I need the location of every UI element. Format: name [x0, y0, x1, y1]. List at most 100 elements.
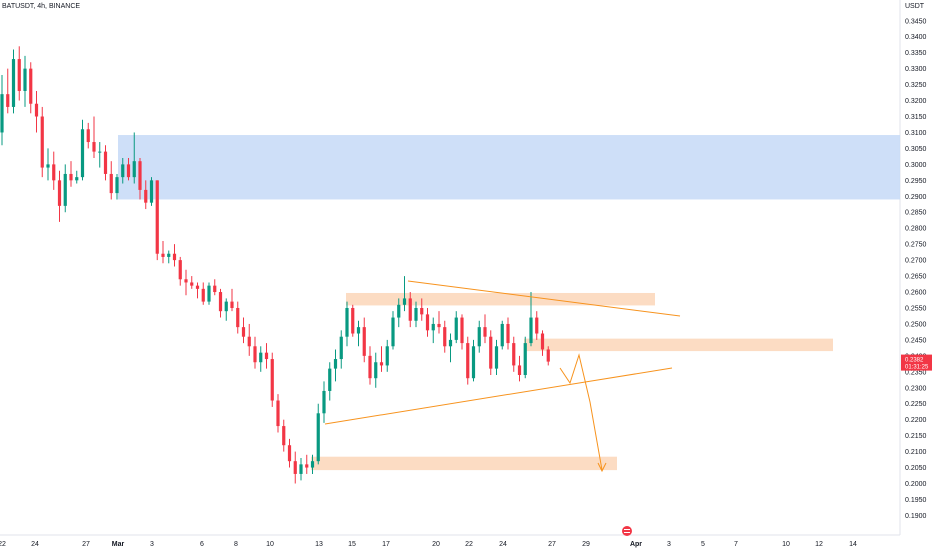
resistance-zone-1 — [346, 292, 655, 306]
candle-body — [178, 260, 182, 280]
candle-body — [299, 464, 303, 474]
candle-body — [345, 307, 349, 337]
price-tick-label: 0.2800 — [905, 226, 927, 233]
time-tick-label: 12 — [815, 541, 823, 548]
candle-body — [270, 359, 274, 401]
candle-body — [253, 346, 257, 363]
price-tick-label: 0.3400 — [905, 34, 927, 41]
time-tick-label: 10 — [782, 541, 790, 548]
candle-body — [34, 103, 39, 117]
candle-body — [75, 177, 79, 181]
time-tick-label: 6 — [200, 541, 204, 548]
price-tick-label: 0.2500 — [905, 321, 927, 328]
candle-body — [29, 68, 33, 104]
price-tick-label: 0.2200 — [905, 417, 927, 424]
price-tick-label: 0.3000 — [905, 162, 927, 169]
bar-countdown: 01:31:25 — [905, 365, 929, 371]
candle-body — [172, 253, 177, 261]
price-tick-label: 0.2000 — [905, 481, 927, 488]
candle-body — [167, 253, 171, 257]
price-tick-label: 0.1900 — [905, 513, 927, 520]
candle-body — [201, 288, 205, 302]
time-tick-label: 27 — [82, 541, 90, 548]
time-tick-label: 22 — [465, 541, 473, 548]
time-tick-label: 15 — [348, 541, 356, 548]
candle-body — [305, 464, 309, 468]
candle-body — [230, 301, 234, 308]
candle-body — [356, 327, 361, 334]
candle-body — [535, 317, 539, 334]
resistance-zone-2 — [524, 338, 833, 352]
price-label-box — [901, 354, 932, 371]
time-axis[interactable]: 22 24 27 Mar 3 6 8 10 13 15 17 20 22 24 27 29 Apr 3 5 7 10 12… — [0, 541, 857, 548]
candles-layer — [0, 46, 550, 484]
candle-body — [328, 368, 332, 391]
time-tick-label: Mar — [112, 541, 125, 548]
candle-body — [161, 253, 165, 257]
candle-body — [454, 317, 458, 340]
price-tick-label: 0.2650 — [905, 274, 927, 281]
price-tick-label: 0.2050 — [905, 465, 927, 472]
candle-body — [316, 413, 320, 462]
price-tick-label: 0.2100 — [905, 449, 927, 456]
time-tick-label: 3 — [150, 541, 154, 548]
candle-body — [512, 343, 516, 366]
candle-body — [52, 164, 56, 181]
candle-body — [494, 346, 499, 369]
time-tick-label: 24 — [499, 541, 507, 548]
candle-body — [80, 129, 85, 178]
candle-body — [149, 180, 154, 203]
currency-label: USDT — [905, 3, 925, 10]
candle-body — [207, 285, 211, 302]
zones-layer — [118, 135, 900, 471]
candle-body — [322, 390, 326, 414]
price-tick-label: 0.2750 — [905, 242, 927, 249]
candle-body — [483, 327, 487, 337]
event-flag-icon[interactable] — [622, 526, 632, 536]
price-tick-label: 0.3300 — [905, 66, 927, 73]
candle-body — [540, 333, 545, 350]
candle-body — [144, 189, 148, 203]
candle-body — [264, 352, 269, 360]
candle-body — [115, 177, 119, 194]
price-tick-label: 0.2550 — [905, 305, 927, 312]
candle-body — [374, 362, 378, 379]
time-tick-label: 14 — [849, 541, 857, 548]
price-tick-label: 0.1950 — [905, 497, 927, 504]
candle-body — [98, 151, 102, 153]
price-axis[interactable]: 0.3450 0.3400 0.3350 0.3300 0.3250 0.3200 0.31… — [905, 18, 927, 520]
candle-body — [397, 304, 401, 318]
candle-body — [310, 461, 315, 468]
candle-body — [17, 59, 21, 91]
candle-body — [333, 359, 338, 369]
price-tick-label: 0.2250 — [905, 401, 927, 408]
candle-body — [293, 461, 297, 474]
time-tick-label: 5 — [701, 541, 705, 548]
candle-body — [40, 116, 44, 168]
price-tick-label: 0.2600 — [905, 290, 927, 297]
candle-body — [155, 180, 159, 254]
candle-body — [385, 346, 389, 366]
price-tick-label: 0.3200 — [905, 98, 927, 105]
time-tick-label: 13 — [315, 541, 323, 548]
candle-body — [103, 151, 108, 174]
candle-body — [0, 94, 4, 133]
candle-body — [414, 307, 418, 321]
candle-body — [368, 355, 372, 379]
candle-body — [69, 173, 73, 181]
candle-body — [247, 336, 251, 347]
time-tick-label: 17 — [382, 541, 390, 548]
candle-body — [506, 323, 510, 344]
time-tick-label: 20 — [432, 541, 440, 548]
price-tick-label: 0.2900 — [905, 194, 927, 201]
price-tick-label: 0.3250 — [905, 82, 927, 89]
time-tick-label: 22 — [0, 541, 6, 548]
candle-body — [109, 173, 113, 194]
time-tick-label: Apr — [630, 541, 642, 548]
candle-body — [460, 317, 464, 344]
candle-body — [259, 352, 263, 363]
time-tick-label: 8 — [234, 541, 238, 548]
upper-trendline — [407, 280, 681, 317]
